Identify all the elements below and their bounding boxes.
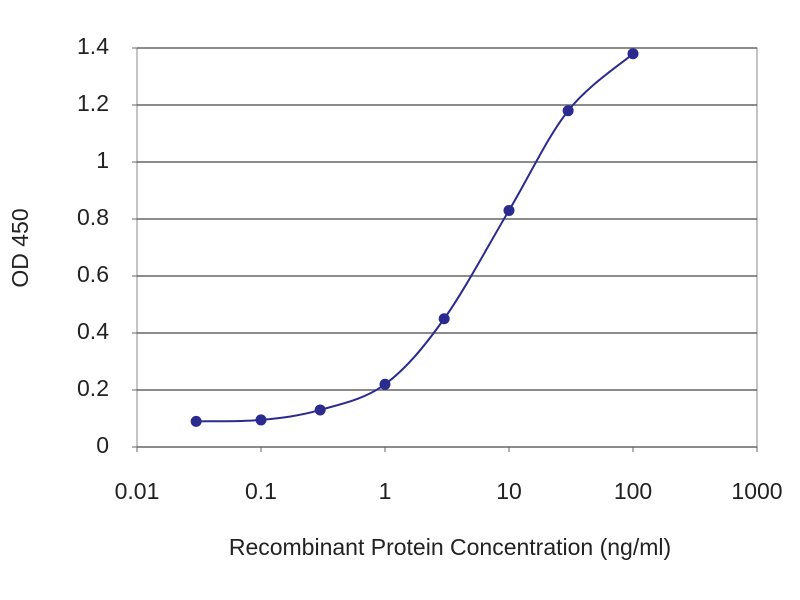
point xyxy=(562,105,574,117)
x-tick-label: 1 xyxy=(379,478,392,504)
x-tick-label: 1000 xyxy=(731,478,782,504)
point xyxy=(503,204,515,216)
y-tick-label: 1.4 xyxy=(77,33,109,59)
y-tick-label: 0.6 xyxy=(77,261,109,287)
line xyxy=(196,52,634,423)
y-tick-label: 0.8 xyxy=(77,204,109,230)
x-tick-label: 0.1 xyxy=(245,478,277,504)
x-axis-label: Recombinant Protein Concentration (ng/ml… xyxy=(229,534,671,560)
y-axis-label: OD 450 xyxy=(7,208,33,287)
x-tick-label: 0.01 xyxy=(115,478,160,504)
plot-area xyxy=(136,47,758,448)
point xyxy=(190,415,202,427)
y-tick-label: 0 xyxy=(96,432,109,458)
point xyxy=(438,313,450,325)
point xyxy=(314,404,326,416)
y-tick-label: 1.2 xyxy=(77,90,109,116)
y-tick-label: 0.2 xyxy=(77,375,109,401)
point xyxy=(255,414,267,426)
x-tick-label: 10 xyxy=(496,478,522,504)
point xyxy=(379,378,391,390)
y-tick-label: 0.4 xyxy=(77,318,109,344)
point xyxy=(627,48,639,60)
y-tick-label: 1 xyxy=(96,147,109,173)
x-tick-label: 100 xyxy=(614,478,652,504)
